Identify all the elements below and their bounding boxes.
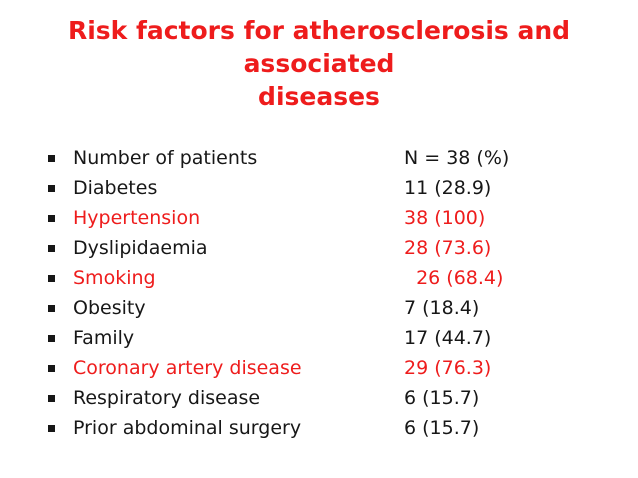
risk-factor-value: 28 (73.6) <box>404 237 492 259</box>
risk-factor-label: Coronary artery disease <box>73 357 302 379</box>
bullet-square-icon <box>48 425 55 432</box>
risk-factor-row: Smoking 26 (68.4) <box>0 263 638 293</box>
risk-factor-value: 29 (76.3) <box>404 357 492 379</box>
risk-factor-row: Obesity 7 (18.4) <box>0 293 638 323</box>
slide-title: Risk factors for atherosclerosis and ass… <box>0 0 638 113</box>
bullet-square-icon <box>48 275 55 282</box>
bullet-square-icon <box>48 245 55 252</box>
risk-factor-row: Coronary artery disease 29 (76.3) <box>0 353 638 383</box>
risk-factor-label: Hypertension <box>73 207 201 229</box>
risk-factor-value: 38 (100) <box>404 207 486 229</box>
slide-title-line-2: diseases <box>258 82 380 111</box>
risk-factor-row: Hypertension 38 (100) <box>0 203 638 233</box>
risk-factor-label: Smoking <box>73 267 156 289</box>
risk-factor-row: Family 17 (44.7) <box>0 323 638 353</box>
risk-factor-value: N = 38 (%) <box>404 147 510 169</box>
bullet-square-icon <box>48 185 55 192</box>
slide-title-line-1: Risk factors for atherosclerosis and ass… <box>67 16 571 78</box>
risk-factor-label: Dyslipidaemia <box>73 237 208 259</box>
risk-factor-label: Family <box>73 327 135 349</box>
risk-factor-row: Number of patients N = 38 (%) <box>0 143 638 173</box>
risk-factor-label: Obesity <box>73 297 146 319</box>
risk-factor-label: Respiratory disease <box>73 387 261 409</box>
bullet-square-icon <box>48 155 55 162</box>
bullet-square-icon <box>48 305 55 312</box>
risk-factor-label: Number of patients <box>73 147 258 169</box>
risk-factor-value: 17 (44.7) <box>404 327 492 349</box>
risk-factor-value: 6 (15.7) <box>404 387 480 409</box>
risk-factor-list: Number of patients N = 38 (%) Diabetes 1… <box>0 143 638 443</box>
bullet-square-icon <box>48 335 55 342</box>
risk-factor-row: Diabetes 11 (28.9) <box>0 173 638 203</box>
risk-factor-row: Dyslipidaemia 28 (73.6) <box>0 233 638 263</box>
risk-factor-value: 11 (28.9) <box>404 177 492 199</box>
risk-factor-value: 6 (15.7) <box>404 417 480 439</box>
risk-factor-value: 26 (68.4) <box>404 267 504 289</box>
risk-factor-label: Prior abdominal surgery <box>73 417 302 439</box>
risk-factor-row: Respiratory disease 6 (15.7) <box>0 383 638 413</box>
bullet-square-icon <box>48 215 55 222</box>
risk-factor-row: Prior abdominal surgery 6 (15.7) <box>0 413 638 443</box>
risk-factor-label: Diabetes <box>73 177 158 199</box>
bullet-square-icon <box>48 395 55 402</box>
risk-factor-value: 7 (18.4) <box>404 297 480 319</box>
bullet-square-icon <box>48 365 55 372</box>
